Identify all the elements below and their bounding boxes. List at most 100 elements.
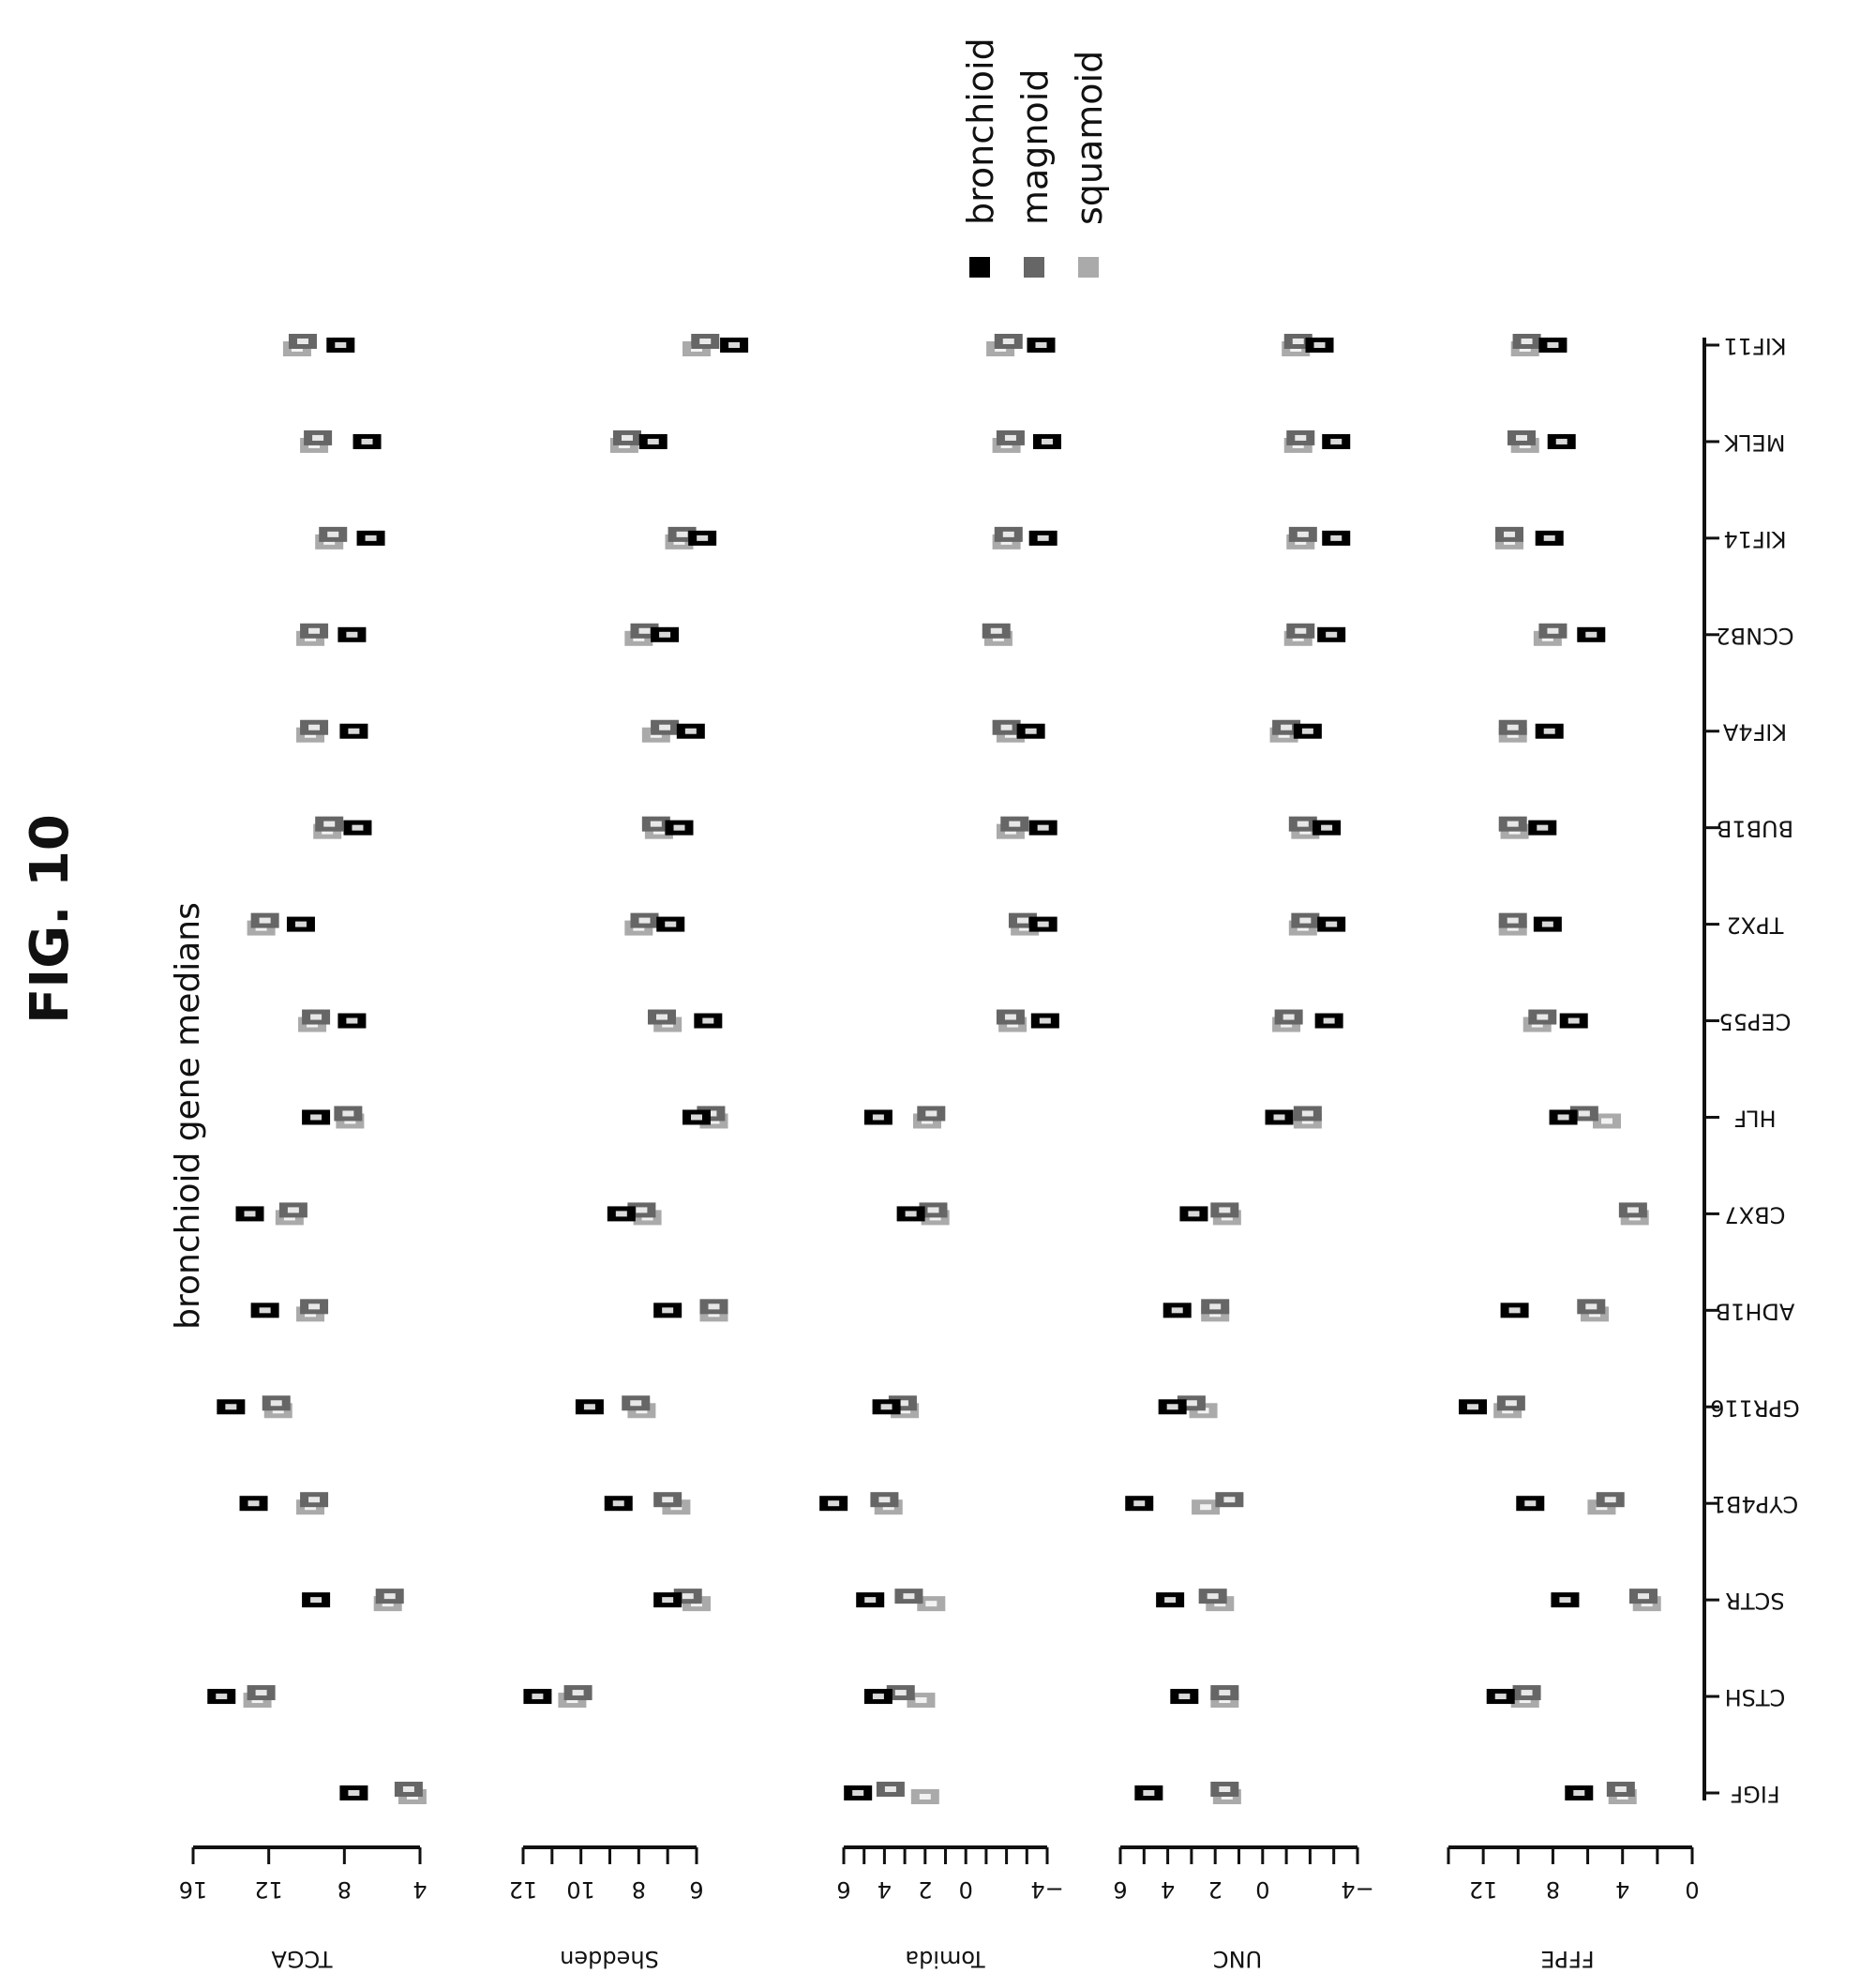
value-tick-label: −4 xyxy=(1030,1876,1063,1903)
marker-median-bronchioid xyxy=(852,1790,864,1796)
value-tick-label: 2 xyxy=(1208,1876,1222,1903)
value-tick-label: 0 xyxy=(959,1876,973,1903)
marker-median-bronchioid xyxy=(1330,535,1342,541)
marker-median-bronchioid xyxy=(1543,535,1555,541)
marker-median-bronchioid xyxy=(1326,631,1338,638)
marker-median-magnoid xyxy=(1185,1400,1197,1407)
marker-median-bronchioid xyxy=(1037,921,1049,927)
marker-median-bronchioid xyxy=(310,1597,322,1604)
value-tick-label: 6 xyxy=(1113,1876,1127,1903)
marker-median-bronchioid xyxy=(673,824,685,831)
marker-median-magnoid xyxy=(630,1400,642,1407)
gene-label: MELK xyxy=(1723,429,1785,456)
marker-median-bronchioid xyxy=(1541,921,1553,927)
marker-median-bronchioid xyxy=(1585,631,1598,638)
marker-median-bronchioid xyxy=(1508,1307,1521,1314)
marker-median-bronchioid xyxy=(828,1500,840,1507)
marker-median-bronchioid xyxy=(225,1404,237,1410)
gene-label: TPX2 xyxy=(1727,912,1785,939)
marker-median-bronchioid xyxy=(697,535,709,541)
marker-median-magnoid xyxy=(1578,1110,1590,1117)
value-tick-label: 4 xyxy=(1615,1876,1629,1903)
gene-label: KIF4A xyxy=(1722,719,1787,746)
marker-median-bronchioid xyxy=(691,1114,702,1121)
marker-median-bronchioid xyxy=(1573,1790,1585,1796)
marker-median-magnoid xyxy=(572,1690,584,1696)
value-tick-label: 2 xyxy=(918,1876,932,1903)
marker-median-squamoid xyxy=(1200,1504,1212,1511)
marker-median-bronchioid xyxy=(244,1211,256,1217)
marker-median-bronchioid xyxy=(872,1694,884,1700)
marker-median-magnoid xyxy=(1516,434,1527,441)
marker-median-bronchioid xyxy=(1467,1404,1478,1410)
marker-median-bronchioid xyxy=(1524,1500,1537,1507)
marker-median-magnoid xyxy=(1504,531,1515,537)
marker-median-bronchioid xyxy=(1039,1017,1051,1024)
marker-median-magnoid xyxy=(1507,821,1519,827)
marker-median-bronchioid xyxy=(905,1211,917,1217)
marker-median-bronchioid xyxy=(684,728,697,734)
marker-median-magnoid xyxy=(1299,917,1312,924)
marker-median-bronchioid xyxy=(1321,824,1333,831)
marker-median-magnoid xyxy=(1219,1786,1231,1792)
marker-median-bronchioid xyxy=(1164,1597,1177,1604)
marker-median-magnoid xyxy=(1638,1593,1649,1600)
marker-median-magnoid xyxy=(925,1110,938,1117)
marker-median-magnoid xyxy=(650,821,662,827)
marker-median-bronchioid xyxy=(352,824,364,831)
figure-label: FIG. 10 xyxy=(20,814,81,1024)
marker-median-magnoid xyxy=(927,1207,939,1213)
marker-median-magnoid xyxy=(308,627,321,634)
marker-median-magnoid xyxy=(1505,1400,1517,1407)
marker-median-bronchioid xyxy=(583,1404,595,1410)
gene-label: CEP55 xyxy=(1719,1009,1792,1035)
panel-label-unc: UNC xyxy=(1213,1946,1262,1972)
marker-median-bronchioid xyxy=(1035,342,1047,348)
value-tick-label: 12 xyxy=(1469,1876,1498,1903)
marker-median-bronchioid xyxy=(1537,824,1549,831)
marker-median-bronchioid xyxy=(346,1017,358,1024)
marker-median-magnoid xyxy=(676,531,688,537)
value-tick-label: −4 xyxy=(1341,1876,1373,1903)
marker-median-bronchioid xyxy=(1037,824,1049,831)
marker-median-magnoid xyxy=(622,434,633,441)
legend-swatch-magnoid xyxy=(1024,257,1044,278)
marker-median-bronchioid xyxy=(248,1500,260,1507)
marker-median-magnoid xyxy=(1521,339,1533,344)
marker-median-magnoid xyxy=(1223,1497,1236,1503)
value-tick-label: 0 xyxy=(1255,1876,1269,1903)
marker-median-bronchioid xyxy=(662,1307,674,1314)
panel-label-shedden: Shedden xyxy=(560,1946,659,1972)
marker-median-magnoid xyxy=(1297,531,1309,537)
marker-median-magnoid xyxy=(1521,1690,1533,1696)
marker-median-magnoid xyxy=(308,1303,321,1310)
marker-median-squamoid xyxy=(1601,1118,1612,1124)
value-tick-label: 6 xyxy=(836,1876,850,1903)
marker-median-magnoid xyxy=(638,627,651,634)
marker-median-magnoid xyxy=(1627,1207,1639,1213)
gene-label: FIGF xyxy=(1730,1781,1779,1807)
marker-median-bronchioid xyxy=(1547,342,1559,348)
marker-median-bronchioid xyxy=(1557,1114,1569,1121)
gene-label: CTSH xyxy=(1725,1684,1786,1710)
marker-median-bronchioid xyxy=(1025,728,1037,734)
marker-median-bronchioid xyxy=(880,1404,892,1410)
marker-median-magnoid xyxy=(1004,1014,1016,1020)
marker-median-bronchioid xyxy=(702,1017,714,1024)
marker-median-magnoid xyxy=(636,1207,648,1213)
marker-median-bronchioid xyxy=(1178,1694,1191,1700)
gene-label: CYP4B1 xyxy=(1712,1491,1798,1517)
marker-median-magnoid xyxy=(270,1400,282,1407)
gene-label: SCTR xyxy=(1725,1588,1784,1614)
marker-median-bronchioid xyxy=(1037,535,1049,541)
marker-median-magnoid xyxy=(662,1497,674,1503)
marker-median-bronchioid xyxy=(348,1790,360,1796)
value-tick-label: 8 xyxy=(338,1876,352,1903)
marker-median-magnoid xyxy=(1207,1593,1219,1600)
value-tick-label: 8 xyxy=(1546,1876,1560,1903)
marker-median-bronchioid xyxy=(647,438,659,444)
marker-median-magnoid xyxy=(990,627,1002,634)
marker-median-magnoid xyxy=(1002,339,1014,344)
marker-median-magnoid xyxy=(699,339,712,344)
marker-median-magnoid xyxy=(296,339,308,344)
